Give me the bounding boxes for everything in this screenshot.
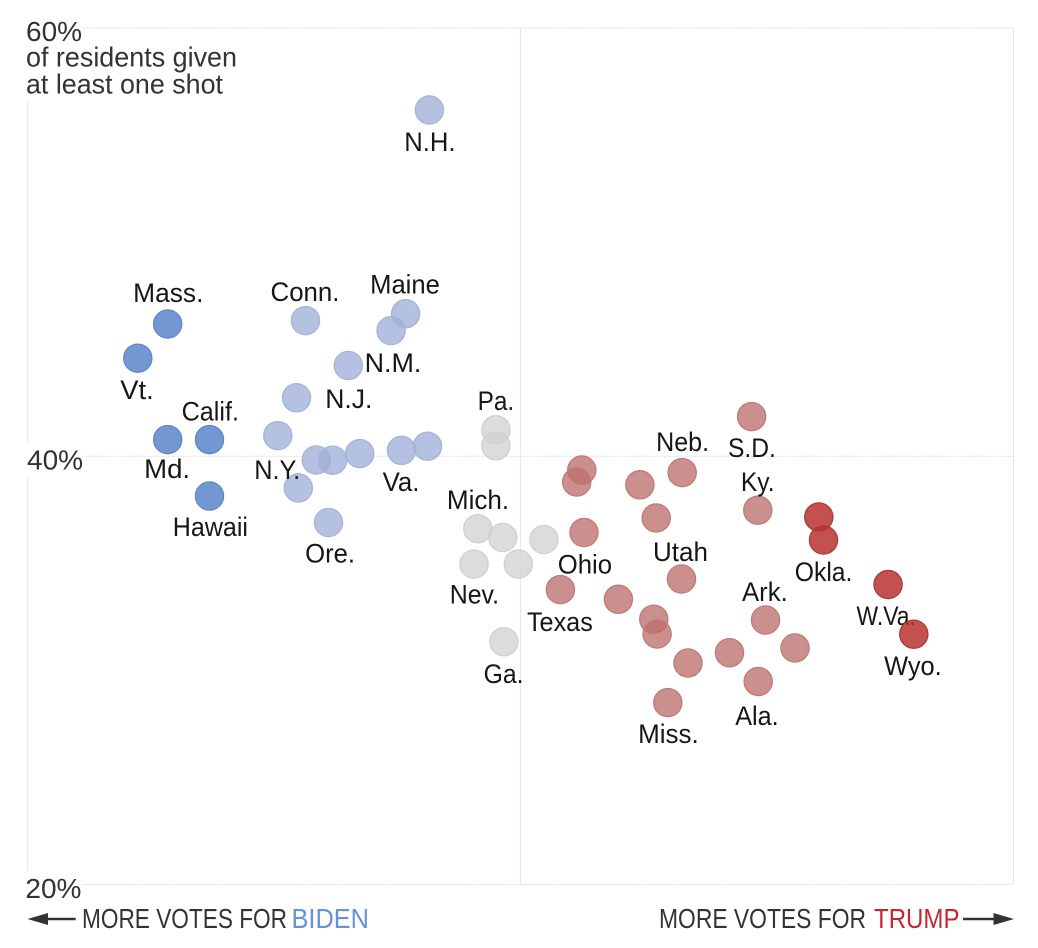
svg-text:Mich.: Mich. [447,485,509,515]
svg-text:Hawaii: Hawaii [173,512,248,542]
svg-text:Ga.: Ga. [484,659,524,689]
svg-text:Ore.: Ore. [305,538,355,568]
svg-text:Va.: Va. [383,467,420,497]
svg-text:BIDEN: BIDEN [292,903,370,934]
svg-text:Maine: Maine [370,269,440,299]
svg-text:Texas: Texas [527,607,593,637]
svg-text:Pa.: Pa. [478,386,515,416]
svg-text:MORE VOTES FOR: MORE VOTES FOR [82,903,287,934]
svg-text:Nev.: Nev. [450,580,499,610]
svg-text:N.M.: N.M. [365,348,422,378]
svg-text:Wyo.: Wyo. [884,651,942,681]
svg-text:Mass.: Mass. [133,278,203,308]
svg-text:Md.: Md. [144,454,190,484]
svg-text:Calif.: Calif. [182,397,239,427]
svg-text:N.J.: N.J. [325,384,372,414]
svg-text:TRUMP: TRUMP [874,903,960,934]
svg-text:20%: 20% [25,873,81,904]
svg-text:Okla.: Okla. [795,557,853,587]
svg-text:Ala.: Ala. [735,701,778,731]
svg-text:of residents given: of residents given [26,42,237,73]
svg-text:MORE VOTES FOR: MORE VOTES FOR [659,903,866,934]
svg-text:N.H.: N.H. [404,127,455,157]
svg-text:Miss.: Miss. [638,719,699,749]
svg-text:Conn.: Conn. [271,277,340,307]
svg-text:Ohio: Ohio [558,549,612,579]
svg-text:N.Y.: N.Y. [254,455,300,485]
svg-text:Neb.: Neb. [656,427,709,457]
svg-text:60%: 60% [26,16,82,47]
svg-text:S.D.: S.D. [728,433,776,463]
svg-text:40%: 40% [27,445,83,476]
svg-text:Ky.: Ky. [741,467,775,497]
svg-text:Ark.: Ark. [742,577,788,607]
svg-text:Utah: Utah [653,537,708,567]
svg-text:Vt.: Vt. [120,375,154,405]
svg-text:at least one shot: at least one shot [26,69,223,100]
